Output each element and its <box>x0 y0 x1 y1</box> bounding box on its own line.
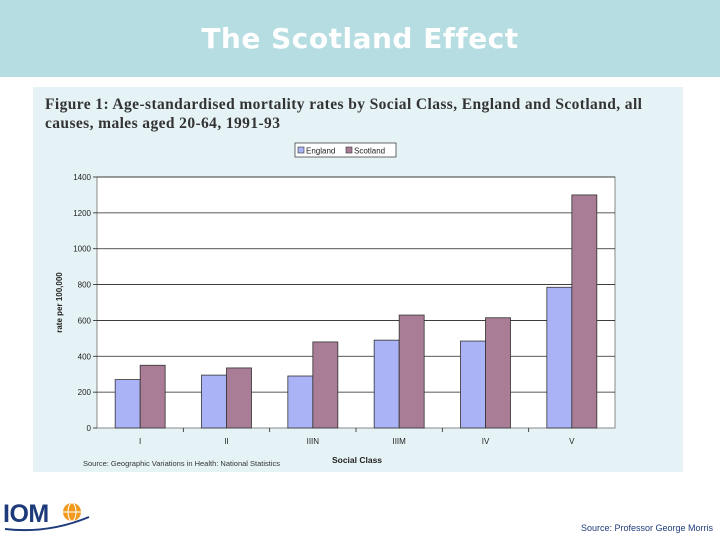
footer-source: Source: Professor George Morris <box>581 523 713 533</box>
y-tick-label: 200 <box>78 388 92 397</box>
figure-source-note: Source: Geographic Variations in Health:… <box>83 459 280 468</box>
y-tick-label: 600 <box>78 316 92 325</box>
bar-scotland-iiim <box>399 315 424 428</box>
legend-swatch-scotland <box>346 147 352 153</box>
bar-england-iv <box>461 341 486 428</box>
bar-scotland-ii <box>227 368 252 428</box>
x-tick-label: IIIM <box>392 437 406 446</box>
globe-icon <box>3 498 103 534</box>
bar-scotland-i <box>140 365 165 428</box>
y-tick-label: 800 <box>78 281 92 290</box>
bar-scotland-v <box>572 195 597 428</box>
x-tick-label: II <box>224 437 228 446</box>
x-tick-label: IIIN <box>307 437 320 446</box>
figure-panel: Figure 1: Age-standardised mortality rat… <box>33 87 683 472</box>
bar-england-i <box>115 380 140 428</box>
legend-label-england: England <box>306 147 335 156</box>
y-tick-label: 1000 <box>73 245 91 254</box>
bar-england-v <box>547 287 572 428</box>
x-axis-label: Social Class <box>332 455 382 465</box>
iom-logo: IOM <box>3 498 103 534</box>
bar-scotland-iiin <box>313 342 338 428</box>
bar-chart: 0200400600800100012001400IIIIIINIIIMIVVS… <box>33 87 683 472</box>
legend-label-scotland: Scotland <box>354 147 385 156</box>
bar-england-iiim <box>374 340 399 428</box>
y-axis-label: rate per 100,000 <box>55 272 64 333</box>
x-tick-label: I <box>139 437 141 446</box>
x-tick-label: IV <box>482 437 490 446</box>
bar-england-ii <box>202 375 227 428</box>
slide-header: The Scotland Effect <box>0 0 720 77</box>
y-tick-label: 1200 <box>73 209 91 218</box>
y-tick-label: 1400 <box>73 173 91 182</box>
y-tick-label: 400 <box>78 352 92 361</box>
bar-scotland-iv <box>486 318 511 428</box>
bar-england-iiin <box>288 376 313 428</box>
slide-title: The Scotland Effect <box>0 22 720 55</box>
legend-swatch-england <box>298 147 304 153</box>
plot-area <box>97 177 615 428</box>
x-tick-label: V <box>569 437 575 446</box>
y-tick-label: 0 <box>87 424 92 433</box>
